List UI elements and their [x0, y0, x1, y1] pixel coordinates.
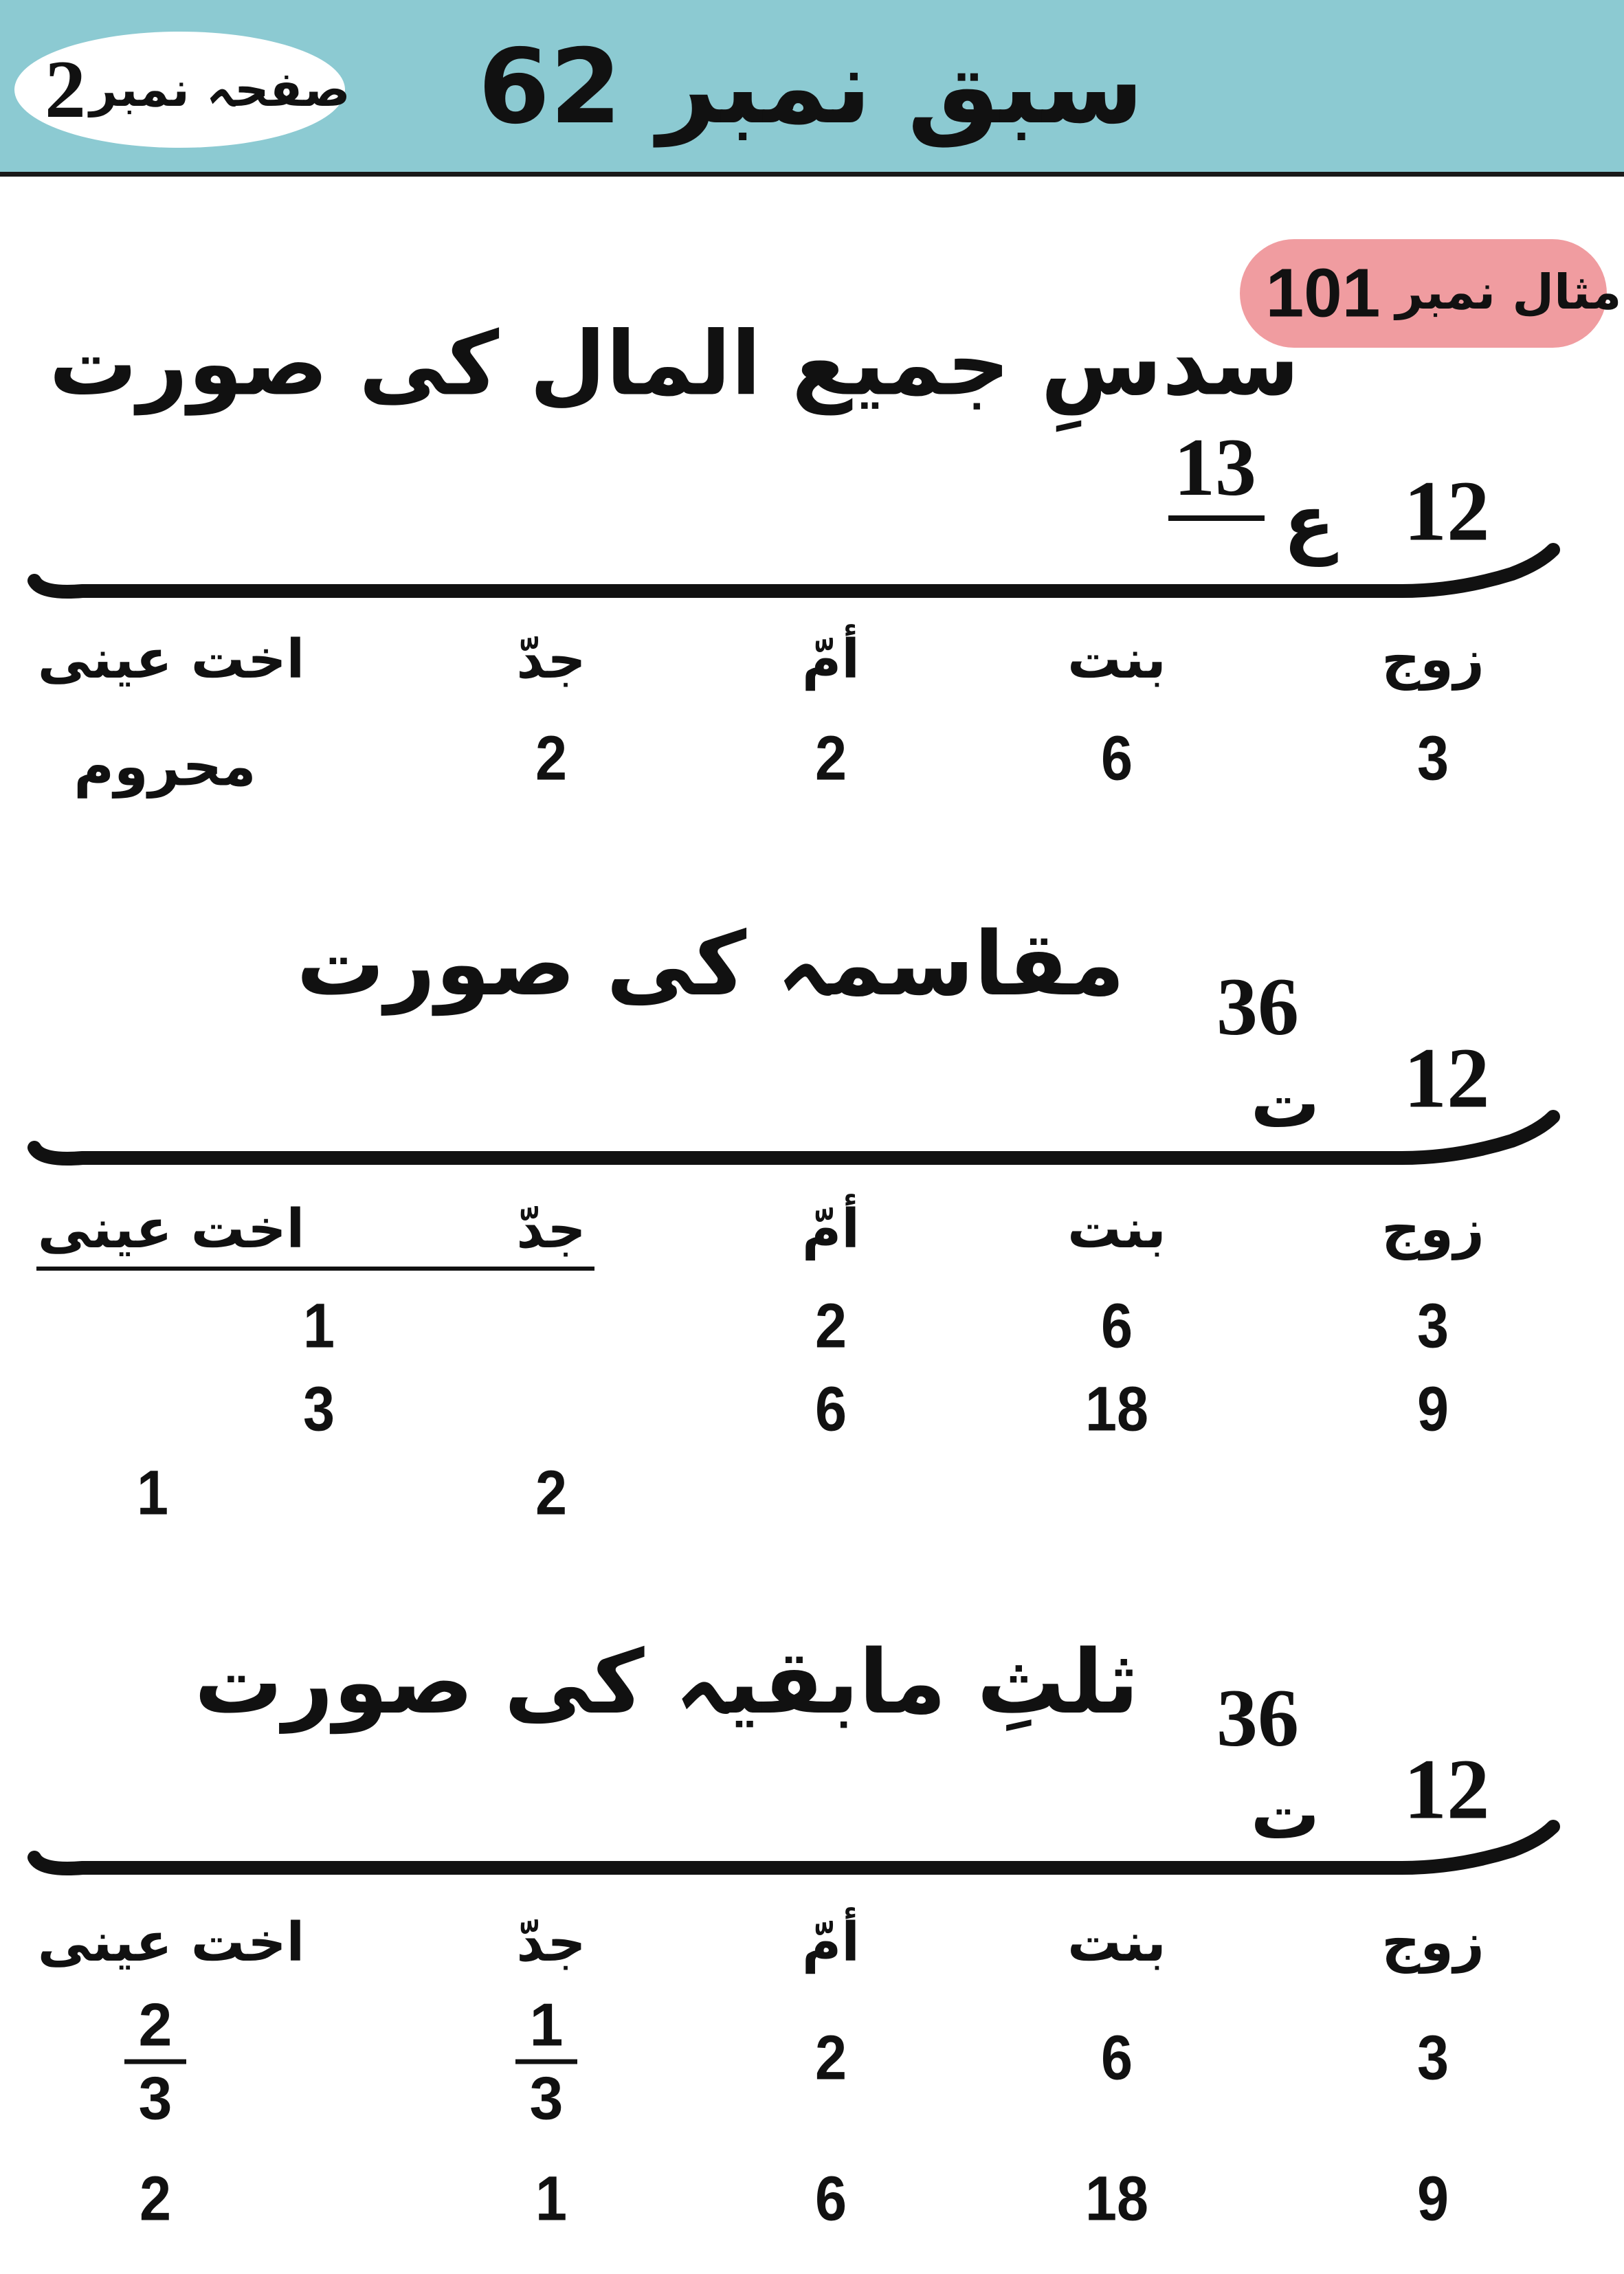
page-number-badge — [14, 32, 345, 148]
column-header-bint: بنت — [1067, 1912, 1166, 1974]
page-number: 2 — [45, 43, 86, 135]
example-number: 101 — [1265, 254, 1381, 332]
masala-base: 12 — [1403, 1742, 1490, 1838]
share-value: 2 — [139, 2163, 172, 2234]
share-value: 3 — [1416, 2022, 1449, 2093]
fraction-bar — [124, 2059, 186, 2064]
lesson-title: سبق نمبر 62 — [478, 27, 1144, 147]
share-value: 3 — [1416, 1291, 1449, 1361]
share-value: 3 — [302, 1374, 335, 1445]
column-header-jadd: جدّ — [516, 1199, 586, 1260]
share-value: 1 — [136, 1458, 169, 1528]
page-label: صفحہ نمبر — [89, 61, 351, 118]
share-value: 3 — [1416, 723, 1449, 794]
share-value: 6 — [1100, 1291, 1133, 1361]
tashih-value: 36 — [1216, 1672, 1299, 1763]
aul-mark: ع — [1283, 478, 1335, 566]
column-header-zawj: زوج — [1381, 1199, 1484, 1260]
fraction-numerator: 1 — [529, 1990, 564, 2059]
column-header-ukht: اخت عینی — [37, 1912, 305, 1974]
column-header-umm: أمّ — [802, 1912, 860, 1974]
fraction-jadd: 1 3 — [515, 1990, 577, 2132]
column-header-umm: أمّ — [802, 629, 860, 691]
masala-base: 12 — [1403, 1031, 1490, 1126]
share-value: 6 — [814, 2163, 847, 2234]
masala-line — [27, 1110, 1560, 1166]
share-value: 2 — [814, 723, 847, 794]
tashih-mark: ت — [1250, 1774, 1320, 1855]
column-header-umm: أمّ — [802, 1199, 860, 1260]
column-header-bint: بنت — [1067, 1199, 1166, 1260]
share-value: 18 — [1084, 1374, 1149, 1445]
share-value: 6 — [1100, 2022, 1133, 2093]
masala-base: 12 — [1403, 464, 1490, 559]
excluded-label: محروم — [74, 734, 256, 799]
example-label: مثال نمبر — [1395, 264, 1622, 320]
share-value: 1 — [302, 1291, 335, 1361]
column-header-ukht: اخت عینی — [37, 629, 305, 691]
share-value: 2 — [535, 1458, 568, 1528]
section-heading: ثلثِ مابقیہ کی صورت — [194, 1631, 1139, 1734]
masala-line — [27, 1820, 1560, 1875]
share-value: 1 — [535, 2163, 568, 2234]
aul-value: 13 — [1174, 421, 1256, 513]
section-heading: مقاسمہ کی صورت — [296, 913, 1125, 1016]
example-badge — [1240, 239, 1607, 348]
share-value: 18 — [1084, 2163, 1149, 2234]
share-value: 9 — [1416, 1374, 1449, 1445]
column-header-ukht: اخت عینی — [37, 1199, 305, 1260]
column-header-jadd: جدّ — [516, 629, 586, 691]
share-value: 9 — [1416, 2163, 1449, 2234]
column-header-bint: بنت — [1067, 629, 1166, 691]
group-underline — [36, 1267, 594, 1271]
share-value: 2 — [814, 2022, 847, 2093]
share-value: 6 — [814, 1374, 847, 1445]
share-value: 2 — [814, 1291, 847, 1361]
masala-line — [27, 543, 1560, 599]
tashih-value: 36 — [1216, 961, 1299, 1052]
section-heading: سدسِ جمیع المال کی صورت — [49, 313, 1300, 416]
fraction-ukht: 2 3 — [124, 1990, 186, 2132]
tashih-mark: ت — [1250, 1062, 1320, 1144]
fraction-denominator: 3 — [138, 2064, 173, 2132]
fraction-bar — [515, 2059, 577, 2064]
share-value: 2 — [535, 723, 568, 794]
share-value: 6 — [1100, 723, 1133, 794]
fraction-denominator: 3 — [529, 2064, 564, 2132]
aul-underline — [1168, 515, 1265, 521]
column-header-zawj: زوج — [1381, 1912, 1484, 1974]
column-header-jadd: جدّ — [516, 1912, 586, 1974]
fraction-numerator: 2 — [138, 1990, 173, 2059]
column-header-zawj: زوج — [1381, 629, 1484, 691]
